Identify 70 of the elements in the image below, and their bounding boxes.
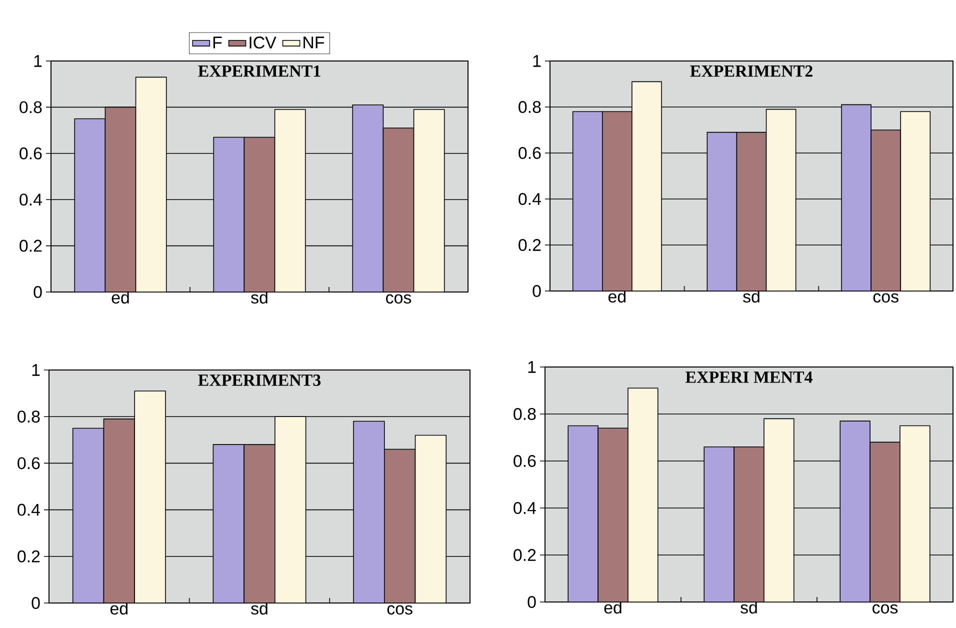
legend-label: F (213, 36, 222, 48)
y-tick-label: 0 (532, 284, 541, 297)
bar (104, 106, 136, 292)
y-tick-label: 0.4 (20, 194, 42, 206)
y-tick-label: 0 (32, 597, 40, 609)
y-tick-label: 0.8 (518, 100, 541, 113)
bar (274, 109, 306, 292)
bar (568, 425, 598, 602)
x-tick-label: cos (873, 293, 898, 303)
y-tick-label: 0.4 (514, 502, 536, 514)
y-tick-label: 0 (34, 286, 42, 298)
y-tick-label: 0.6 (514, 455, 536, 467)
chart-title: EXPERIMENT3 (198, 374, 321, 386)
y-tick-label: 1 (533, 55, 541, 67)
bar (103, 418, 136, 603)
x-tick-label: cos (387, 605, 412, 615)
bar (413, 109, 445, 292)
bar (764, 418, 794, 602)
y-tick-label: 1 (34, 55, 42, 67)
y-tick-label: 0.8 (514, 408, 536, 420)
x-tick-label: ed (604, 601, 622, 614)
bar (244, 136, 276, 292)
y-tick-label: 1 (32, 364, 40, 376)
y-tick-label: 0.4 (518, 192, 541, 205)
bar (840, 420, 870, 602)
x-tick-label: ed (608, 290, 626, 303)
y-tick-label: 0.4 (18, 504, 40, 516)
x-tick-label: cos (872, 604, 898, 614)
bar (736, 132, 767, 291)
x-tick-label: sd (251, 291, 268, 304)
bar (414, 434, 447, 603)
bar (870, 442, 900, 602)
bar (870, 130, 902, 291)
bar (134, 390, 166, 603)
y-tick-label: 0.6 (20, 147, 42, 160)
bar (384, 448, 416, 603)
bar (382, 128, 414, 292)
chart-title: EXPERIMENT1 (198, 65, 320, 77)
bar (274, 416, 306, 603)
bar (704, 446, 734, 602)
bar (598, 428, 628, 602)
x-tick-label: sd (743, 290, 760, 303)
y-tick-label: 0.8 (20, 101, 42, 114)
legend-label: ICV (250, 36, 276, 49)
chart-title: EXPERIMENT2 (690, 65, 812, 77)
bar (734, 446, 764, 602)
x-tick-label: ed (112, 291, 129, 304)
bar (72, 428, 104, 603)
y-tick-label: 0.2 (20, 240, 42, 252)
bar (353, 420, 385, 603)
bar (628, 388, 658, 602)
y-tick-label: 1 (528, 361, 536, 373)
y-tick-label: 0.6 (18, 457, 40, 470)
y-tick-label: 0.2 (518, 238, 541, 251)
chart-title: EXPERI MENT4 (686, 372, 812, 383)
y-tick-label: 0.2 (18, 550, 40, 562)
bar (212, 444, 244, 603)
bar (900, 425, 930, 602)
x-tick-label: ed (110, 602, 128, 615)
y-tick-label: 0.2 (514, 549, 536, 561)
x-tick-label: sd (740, 601, 757, 614)
y-tick-label: 0.6 (518, 146, 541, 159)
y-tick-label: 0.8 (18, 410, 40, 423)
bar (135, 76, 167, 292)
y-tick-label: 0 (528, 596, 536, 608)
x-tick-label: sd (251, 602, 268, 615)
x-tick-label: cos (386, 294, 412, 304)
bar (602, 111, 632, 291)
legend-label: NF (304, 36, 324, 48)
bar (244, 444, 276, 603)
